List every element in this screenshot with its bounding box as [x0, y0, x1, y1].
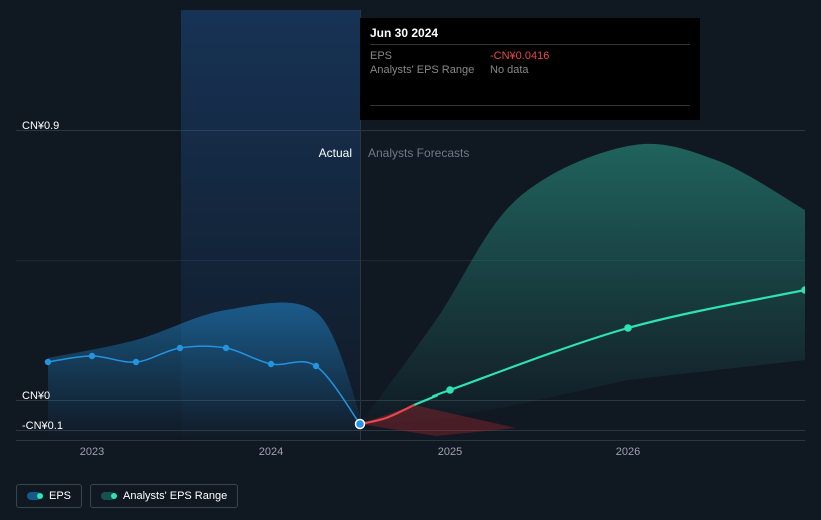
tooltip-value: -CN¥0.0416	[490, 50, 549, 62]
section-label-forecast: Analysts Forecasts	[368, 146, 469, 160]
eps-point[interactable]	[313, 363, 319, 369]
tooltip-row-eps: EPS -CN¥0.0416	[370, 49, 690, 63]
chart-legend: EPS Analysts' EPS Range	[16, 484, 238, 508]
y-tick--0.1: -CN¥0.1	[22, 420, 63, 432]
eps-point[interactable]	[356, 420, 365, 429]
forecast-point[interactable]	[446, 386, 454, 394]
x-tick-2026: 2026	[616, 446, 640, 458]
x-tick-2023: 2023	[80, 446, 104, 458]
tooltip-label: EPS	[370, 50, 490, 62]
legend-item-eps[interactable]: EPS	[16, 484, 82, 508]
x-tick-2025: 2025	[438, 446, 462, 458]
tooltip-row-range: Analysts' EPS Range No data	[370, 63, 690, 77]
x-axis-line	[16, 440, 805, 441]
legend-label: Analysts' EPS Range	[123, 490, 227, 502]
x-tick-2024: 2024	[259, 446, 283, 458]
tooltip-label: Analysts' EPS Range	[370, 64, 490, 76]
eps-point[interactable]	[223, 345, 229, 351]
forecast-point[interactable]	[624, 324, 632, 332]
eps-point[interactable]	[133, 359, 139, 365]
y-tick-0: CN¥0	[22, 390, 50, 402]
eps-point[interactable]	[89, 353, 95, 359]
section-label-actual: Actual	[319, 146, 352, 160]
y-tick-0.9: CN¥0.9	[22, 120, 59, 132]
tooltip-date: Jun 30 2024	[370, 26, 690, 40]
legend-item-range[interactable]: Analysts' EPS Range	[90, 484, 238, 508]
chart-tooltip: Jun 30 2024 EPS -CN¥0.0416 Analysts' EPS…	[360, 18, 700, 120]
tooltip-value: No data	[490, 64, 529, 76]
eps-point[interactable]	[268, 361, 274, 367]
eps-point[interactable]	[45, 359, 51, 365]
legend-label: EPS	[49, 490, 71, 502]
legend-swatch-range	[101, 492, 115, 500]
eps-point[interactable]	[177, 345, 183, 351]
legend-swatch-eps	[27, 492, 41, 500]
